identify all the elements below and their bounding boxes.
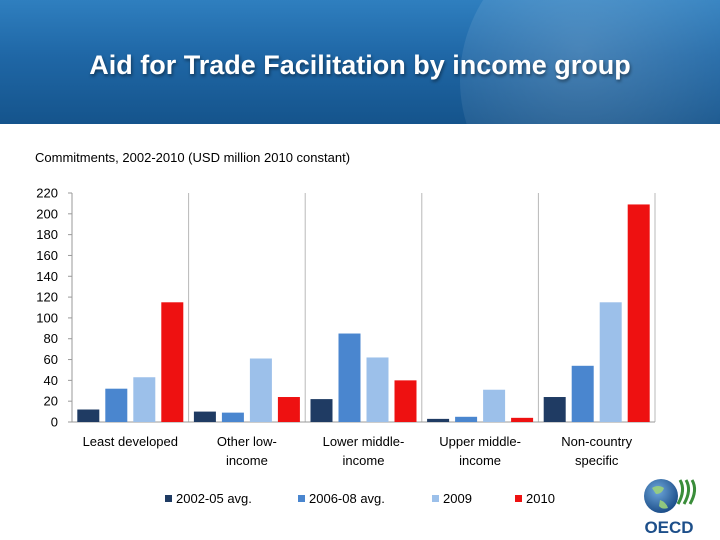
page-title: Aid for Trade Facilitation by income gro… — [89, 50, 631, 80]
leaf-strokes-icon — [676, 479, 697, 505]
bar-4-4 — [511, 417, 534, 422]
y-tick-label: 80 — [44, 331, 58, 346]
y-tick-label: 20 — [44, 394, 58, 409]
y-tick-label: 40 — [44, 373, 58, 388]
legend-swatch — [515, 495, 522, 502]
globe-icon — [644, 479, 678, 513]
y-tick-label: 60 — [44, 352, 58, 367]
legend-label: 2006-08 avg. — [309, 491, 385, 506]
y-tick-label: 200 — [36, 206, 58, 221]
bar-1-3 — [310, 399, 333, 422]
bar-2-2 — [221, 412, 244, 422]
bar-1-4 — [427, 418, 450, 422]
y-axis: 0 20 40 60 80 100 120 140 160 180 200 220 — [36, 186, 73, 430]
x-category-label: Upper middle-income — [439, 434, 521, 468]
bar-3-2 — [249, 358, 272, 422]
bar-3-4 — [483, 389, 506, 422]
bar-4-1 — [161, 302, 184, 422]
y-tick-label: 220 — [36, 186, 58, 201]
y-tick-label: 160 — [36, 248, 58, 263]
y-tick-label: 140 — [36, 269, 58, 284]
bar-1-1 — [77, 409, 100, 422]
legend: 2002-05 avg. 2006-08 avg. 2009 2010 — [165, 491, 555, 506]
legend-swatch — [165, 495, 172, 502]
y-tick-label: 100 — [36, 310, 58, 325]
y-tick-label: 120 — [36, 290, 58, 305]
category-separators — [72, 193, 656, 423]
bar-2-3 — [338, 333, 361, 422]
chart-subtitle: Commitments, 2002-2010 (USD million 2010… — [35, 150, 351, 165]
x-category-label: Other low-income — [217, 434, 277, 468]
bar-2-1 — [105, 388, 128, 422]
bar-4-3 — [394, 380, 417, 422]
bar-3-1 — [133, 377, 156, 422]
legend-label: 2010 — [526, 491, 555, 506]
category-labels: Least developed Other low-income Lower mid… — [83, 434, 633, 468]
bar-2-5 — [571, 365, 594, 422]
x-category-label: Lower middle-income — [323, 434, 405, 468]
bar-4-2 — [277, 397, 300, 422]
legend-swatch — [298, 495, 305, 502]
legend-label: 2002-05 avg. — [176, 491, 252, 506]
bar-1-2 — [193, 411, 216, 422]
bar-3-5 — [599, 302, 622, 422]
bar-3-3 — [366, 357, 389, 422]
oecd-logo: OECD — [644, 479, 697, 536]
oecd-logo-text: OECD — [644, 518, 693, 536]
x-category-label: Least developed — [83, 434, 178, 449]
y-tick-label: 0 — [51, 415, 58, 430]
bar-1-5 — [543, 397, 566, 422]
x-category-label: Non-country specific — [561, 434, 632, 468]
title-banner: Aid for Trade Facilitation by income gro… — [0, 0, 720, 124]
legend-swatch — [432, 495, 439, 502]
legend-label: 2009 — [443, 491, 472, 506]
bar-2-4 — [455, 416, 478, 422]
bars — [77, 204, 650, 422]
bar-4-5 — [627, 204, 650, 422]
banner-globe-decoration — [460, 0, 720, 124]
y-tick-label: 180 — [36, 227, 58, 242]
